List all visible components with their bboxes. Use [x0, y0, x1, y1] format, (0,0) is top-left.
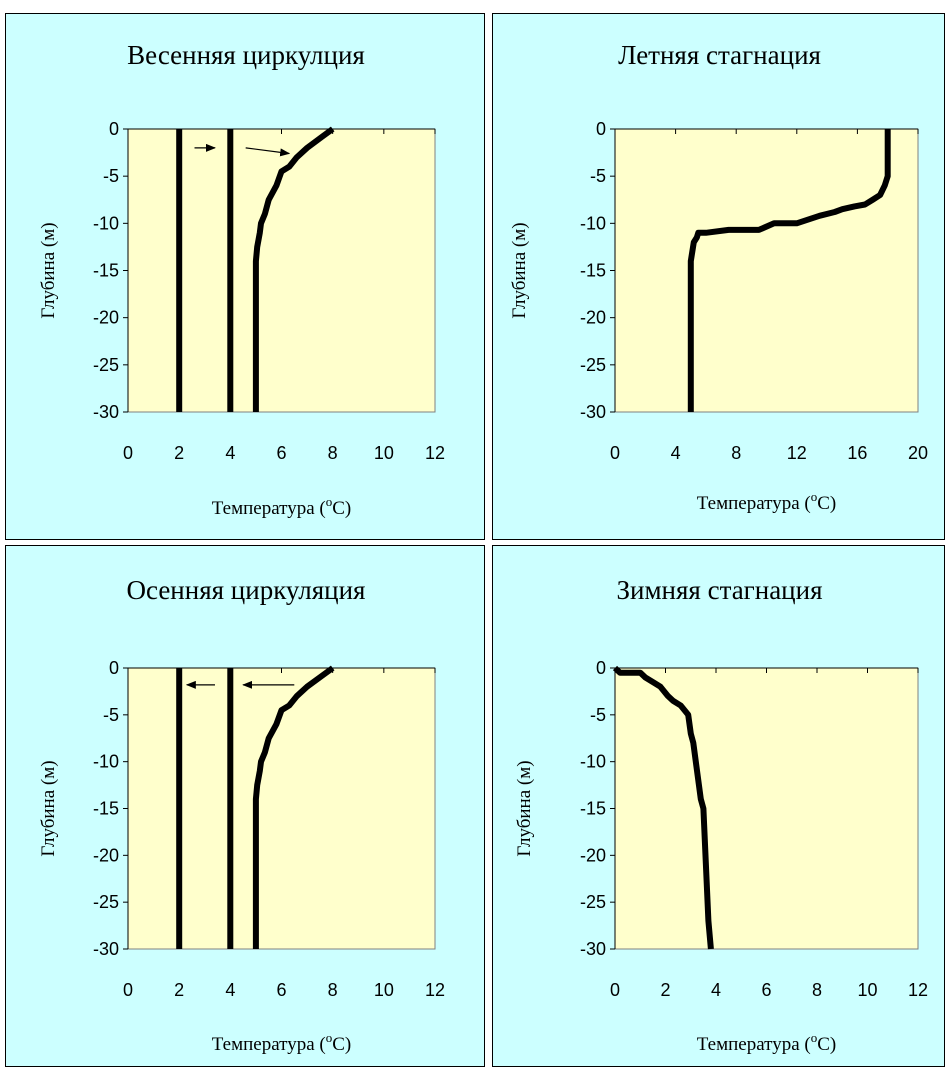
- y-tick-label: -5: [590, 166, 606, 186]
- x-tick-label: 2: [660, 980, 670, 1000]
- temperature-profile-line-1: [612, 665, 714, 950]
- chart-title: Весенняя циркулция: [127, 40, 365, 70]
- x-tick-label: 10: [374, 443, 394, 463]
- x-tick-label: 10: [857, 980, 877, 1000]
- y-tick-label: -25: [580, 892, 606, 912]
- y-axis-label: Глубина (м): [509, 222, 530, 318]
- y-tick-label: -10: [580, 213, 606, 233]
- y-tick-label: -10: [580, 752, 606, 772]
- y-tick-label: -5: [590, 705, 606, 725]
- x-tick-label: 2: [174, 980, 184, 1000]
- x-tick-label: 8: [731, 443, 741, 463]
- direction-arrow-2: [245, 147, 291, 157]
- y-tick-label: -15: [93, 799, 119, 819]
- y-tick-label: -15: [580, 799, 606, 819]
- y-tick-label: -30: [580, 402, 606, 422]
- x-tick-label: 2: [174, 443, 184, 463]
- y-tick-label: -10: [93, 213, 119, 233]
- y-tick-label: -5: [103, 166, 119, 186]
- x-tick-label: 4: [671, 443, 681, 463]
- y-tick-label: -30: [580, 939, 606, 959]
- chart-summer-stagnation: Летняя стагнация 0 -5 -10 -15 -20 -25 -30 0 4 8 12 1…: [509, 40, 928, 514]
- chart-spring-circulation: Весенняя циркулция 0 -5 -10 -15 -20 -25 -30 0 2 4 6…: [38, 40, 445, 519]
- x-axis-label: Температура (oC): [212, 494, 351, 519]
- x-axis-label: Температура (oC): [212, 1030, 351, 1055]
- chart-title: Летняя стагнация: [618, 40, 821, 70]
- chart-title: Зимняя стагнация: [616, 575, 822, 605]
- temperature-profile-line-3: [252, 126, 335, 412]
- x-tick-label: 0: [123, 980, 133, 1000]
- y-tick-label: -20: [580, 845, 606, 865]
- y-tick-label: -5: [103, 705, 119, 725]
- x-axis-label: Температура (oC): [697, 489, 836, 514]
- y-tick-label: -10: [93, 752, 119, 772]
- temperature-profile-line-3: [252, 665, 335, 949]
- chart-autumn-circulation: Осенняя циркуляция 0 -5 -10 -15 -20 -25 -30 0 2 4 6…: [38, 575, 445, 1055]
- x-tick-label: 4: [225, 443, 235, 463]
- y-axis-label: Глубина (м): [514, 760, 535, 856]
- y-tick-label: 0: [109, 658, 119, 678]
- y-tick-label: -20: [93, 845, 119, 865]
- x-tick-label: 0: [610, 980, 620, 1000]
- x-tick-label: 4: [225, 980, 235, 1000]
- plot-area: [614, 128, 919, 413]
- chart-panel-spring: Весенняя циркулция 0 -5 -10 -15 -20 -25 -30 0 2 4 6…: [5, 13, 485, 540]
- y-axis-label: Глубина (м): [38, 760, 59, 856]
- x-tick-label: 20: [908, 443, 928, 463]
- chart-winter-stagnation: Зимняя стагнация 0 -5 -10 -15 -20 -25 -30 0 2 4 6 8 1…: [514, 575, 928, 1055]
- chart-panel-autumn: Осенняя циркуляция 0 -5 -10 -15 -20 -25 -30 0 2 4 6…: [5, 545, 485, 1067]
- x-tick-label: 6: [761, 980, 771, 1000]
- y-axis-label: Глубина (м): [38, 222, 59, 318]
- x-tick-label: 12: [908, 980, 928, 1000]
- y-tick-label: -25: [93, 355, 119, 375]
- y-tick-label: -20: [93, 308, 119, 328]
- x-tick-label: 4: [711, 980, 721, 1000]
- y-tick-label: 0: [596, 658, 606, 678]
- x-tick-label: 12: [787, 443, 807, 463]
- x-tick-label: 12: [425, 443, 445, 463]
- x-tick-label: 16: [847, 443, 867, 463]
- temperature-profile-line-1: [687, 129, 891, 412]
- chart-panel-summer: Летняя стагнация 0 -5 -10 -15 -20 -25 -30 0 4 8 12 1…: [492, 13, 945, 540]
- x-tick-label: 8: [328, 443, 338, 463]
- y-tick-label: -15: [93, 261, 119, 281]
- chart-title: Осенняя циркуляция: [127, 575, 366, 605]
- y-tick-label: 0: [596, 119, 606, 139]
- x-tick-label: 6: [276, 443, 286, 463]
- y-tick-label: -30: [93, 939, 119, 959]
- x-tick-label: 10: [374, 980, 394, 1000]
- x-tick-label: 6: [276, 980, 286, 1000]
- y-tick-label: 0: [109, 119, 119, 139]
- x-tick-label: 0: [123, 443, 133, 463]
- chart-panel-winter: Зимняя стагнация 0 -5 -10 -15 -20 -25 -30 0 2 4 6 8 1…: [492, 545, 945, 1067]
- y-tick-label: -25: [93, 892, 119, 912]
- x-tick-label: 8: [812, 980, 822, 1000]
- plot-area: [614, 667, 919, 950]
- y-tick-label: -25: [580, 355, 606, 375]
- x-tick-label: 8: [328, 980, 338, 1000]
- x-axis-label: Температура (oC): [697, 1030, 836, 1055]
- y-tick-label: -30: [93, 402, 119, 422]
- y-tick-label: -15: [580, 261, 606, 281]
- x-tick-label: 12: [425, 980, 445, 1000]
- y-tick-label: -20: [580, 308, 606, 328]
- x-tick-label: 0: [610, 443, 620, 463]
